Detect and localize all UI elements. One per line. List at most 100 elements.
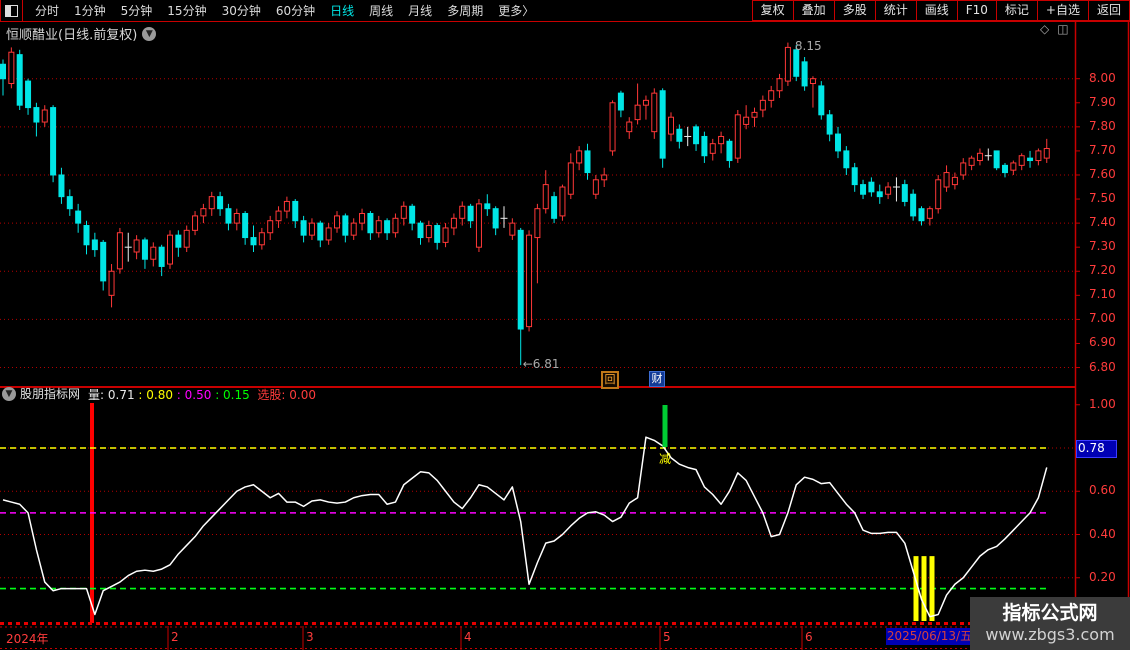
indicator-axis-label: 0.40: [1089, 526, 1116, 541]
low-price-annotation: ←6.81: [522, 357, 560, 372]
watermark: 指标公式网 www.zbgs3.com: [970, 597, 1130, 650]
indicator-value-segment: : 0.15: [211, 388, 250, 402]
window-layout-button[interactable]: [0, 0, 23, 21]
candle-up: [459, 205, 466, 219]
candle-down: [367, 212, 374, 234]
cai-finance-icon[interactable]: 财: [649, 371, 665, 387]
candle-down: [75, 210, 82, 224]
candle-down: [158, 246, 165, 267]
tool-button-7[interactable]: 标记: [995, 0, 1037, 21]
candle-down: [918, 208, 925, 222]
candle-up: [475, 203, 482, 248]
candle-up: [1010, 162, 1017, 171]
candle-up: [183, 229, 190, 248]
candle-up: [626, 121, 633, 133]
candle-down: [492, 208, 499, 229]
period-item-2[interactable]: 1分钟: [74, 3, 106, 18]
period-item-1[interactable]: 分时: [35, 3, 60, 18]
candle-down: [66, 196, 73, 210]
price-axis-label: 7.80: [1089, 118, 1116, 133]
period-item-8[interactable]: 周线: [369, 3, 394, 18]
candle-down: [217, 196, 224, 210]
period-item-5[interactable]: 30分钟: [221, 3, 261, 18]
candle-down: [584, 150, 591, 174]
candle-up: [334, 215, 340, 229]
hui-event-icon[interactable]: 回: [601, 371, 619, 389]
indicator-value-segment: : 0.80: [134, 388, 173, 402]
high-price-annotation: 8.15: [794, 38, 822, 53]
price-axis-label: 6.80: [1089, 359, 1116, 374]
date-axis-label: 4: [464, 630, 472, 644]
candle-down: [292, 200, 299, 222]
candle-down: [1027, 157, 1034, 162]
candle-down: [551, 196, 558, 219]
tool-button-3[interactable]: 多股: [833, 0, 875, 21]
candle-down: [693, 126, 700, 145]
tool-button-1[interactable]: 复权: [751, 0, 793, 21]
price-axis-label: 6.90: [1089, 335, 1116, 350]
watermark-title: 指标公式网: [1002, 602, 1098, 624]
candle-down: [417, 222, 424, 239]
period-item-11[interactable]: 更多〉: [498, 3, 535, 18]
candle-up: [509, 222, 516, 236]
candle-down: [701, 135, 708, 157]
indicator-dropdown-icon[interactable]: ▼: [2, 386, 16, 401]
period-item-10[interactable]: 多周期: [447, 3, 484, 18]
candle-up: [267, 220, 274, 234]
candle-up: [809, 78, 816, 85]
candle-down: [793, 49, 800, 77]
candle-down: [467, 205, 474, 222]
tool-button-8[interactable]: +自选: [1036, 0, 1088, 21]
candle-down: [901, 184, 908, 202]
top-toolbar: 分时 1分钟 5分钟 15分钟 30分钟 60分钟 日线 周线 月线 多周期 更多〉 复权 叠加 多股统…: [0, 0, 1130, 22]
candle-up: [576, 150, 583, 164]
candle-down: [0, 63, 6, 80]
diamond-marker-icon[interactable]: ◇: [1040, 22, 1050, 36]
candle-down: [409, 205, 416, 224]
candle-up: [784, 46, 791, 82]
candle-down: [1002, 164, 1008, 174]
candle-up: [208, 196, 215, 210]
candle-down: [851, 167, 858, 186]
candle-up: [743, 116, 750, 125]
candle-down: [91, 239, 98, 251]
candle-up: [768, 90, 775, 101]
candle-up: [559, 186, 566, 217]
tool-button-6[interactable]: F10: [956, 0, 996, 21]
candle-down: [100, 241, 107, 282]
candle-down: [993, 150, 1000, 169]
candle-up: [200, 208, 207, 217]
candle-up: [283, 200, 290, 212]
period-item-4[interactable]: 15分钟: [167, 3, 207, 18]
period-item-3[interactable]: 5分钟: [120, 3, 153, 18]
tools-menu: 复权 叠加 多股 统计 画线 F10 标记 +自选 返回: [751, 0, 1130, 21]
price-axis-label: 7.90: [1089, 94, 1116, 109]
candle-up: [400, 205, 407, 219]
split-window-icon: [5, 4, 18, 17]
tool-button-9[interactable]: 返回: [1087, 0, 1130, 21]
title-dropdown-icon[interactable]: ▼: [142, 26, 157, 41]
date-axis-label: 2: [171, 630, 179, 644]
candle-down: [517, 229, 524, 330]
candle-up: [1018, 155, 1025, 166]
price-axis-label: 7.60: [1089, 166, 1116, 181]
period-item-7[interactable]: 日线: [330, 3, 355, 18]
tool-button-2[interactable]: 叠加: [792, 0, 834, 21]
tool-button-5[interactable]: 画线: [915, 0, 957, 21]
candle-up: [375, 220, 382, 234]
period-item-6[interactable]: 60分钟: [275, 3, 316, 18]
period-item-9[interactable]: 月线: [408, 3, 433, 18]
indicator-value-segment: : 0.50: [172, 388, 212, 402]
candle-up: [951, 176, 958, 186]
candle-up: [668, 116, 674, 135]
candle-down: [868, 181, 875, 193]
candle-down: [818, 85, 825, 116]
tool-button-4[interactable]: 统计: [874, 0, 916, 21]
indicator-name[interactable]: 股朋指标网: [20, 387, 81, 401]
panel-toggle-icon[interactable]: ◫: [1057, 22, 1069, 36]
candle-up: [1035, 150, 1042, 162]
candle-up: [1043, 148, 1050, 159]
date-axis-label: 2024年: [6, 632, 49, 646]
candle-up: [709, 143, 716, 154]
